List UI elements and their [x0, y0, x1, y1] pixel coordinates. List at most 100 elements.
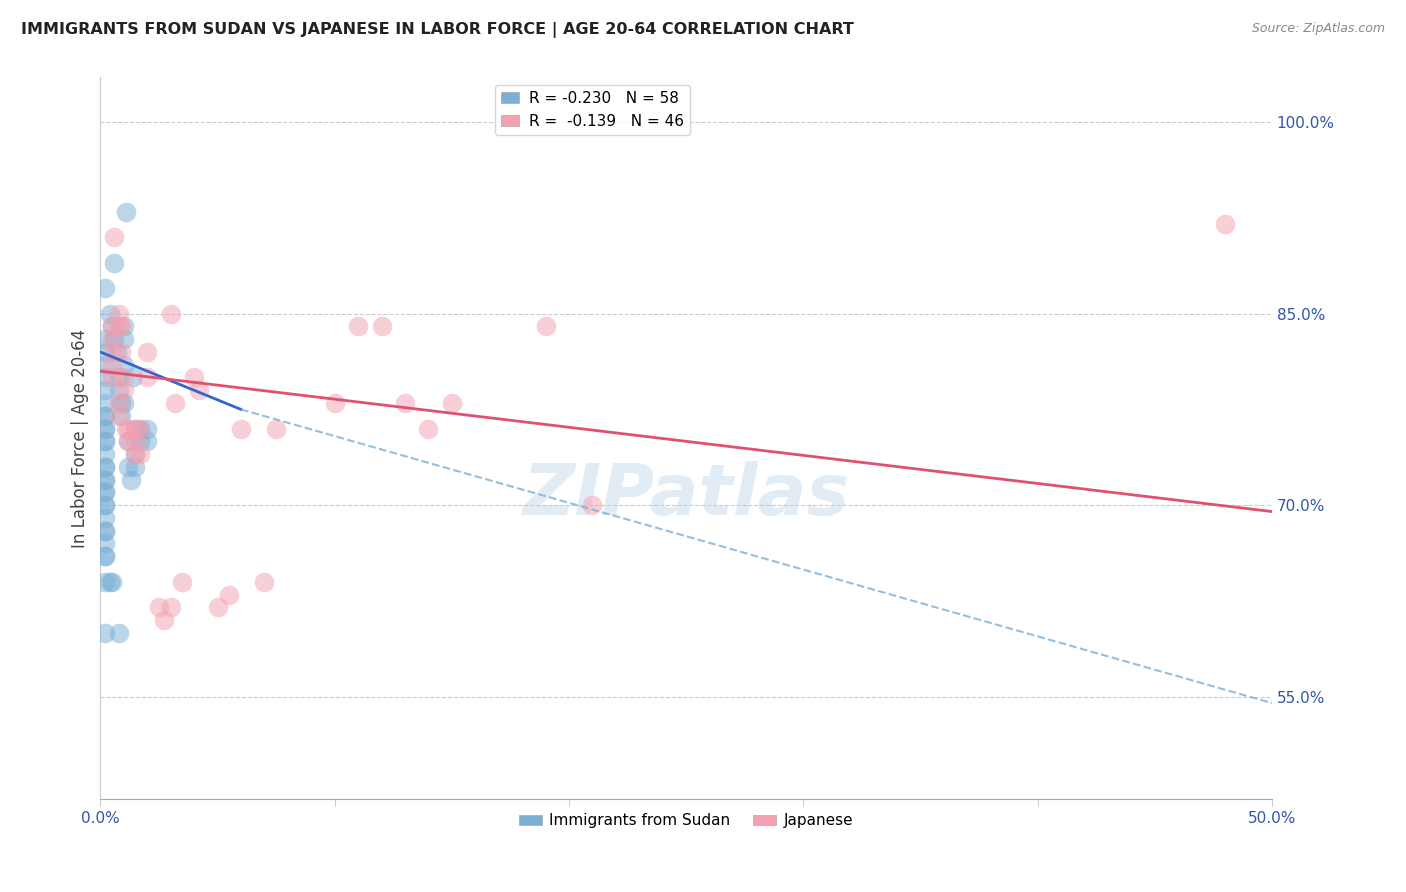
Point: [117, 434, 139, 449]
Point: [94, 421, 117, 435]
Point: [103, 255, 125, 269]
Point: [124, 434, 146, 449]
Point: [264, 421, 287, 435]
Point: [136, 421, 159, 435]
Point: [94, 409, 117, 423]
Point: [1213, 217, 1236, 231]
Point: [253, 574, 276, 589]
Point: [108, 625, 131, 640]
Point: [94, 281, 117, 295]
Point: [124, 447, 146, 461]
Point: [94, 384, 117, 398]
Point: [94, 434, 117, 449]
Point: [136, 370, 159, 384]
Point: [534, 319, 557, 334]
Point: [110, 409, 132, 423]
Point: [94, 434, 117, 449]
Point: [124, 459, 146, 474]
Point: [98, 574, 121, 589]
Text: ZIPatlas: ZIPatlas: [523, 461, 849, 531]
Point: [94, 498, 117, 512]
Point: [110, 345, 132, 359]
Point: [103, 230, 125, 244]
Point: [94, 370, 117, 384]
Point: [124, 447, 146, 461]
Point: [108, 370, 131, 384]
Point: [94, 332, 117, 346]
Point: [101, 345, 124, 359]
Point: [117, 434, 139, 449]
Point: [172, 574, 194, 589]
Point: [108, 396, 131, 410]
Point: [129, 421, 152, 435]
Point: [94, 511, 117, 525]
Point: [101, 319, 124, 334]
Point: [94, 459, 117, 474]
Point: [94, 358, 117, 372]
Point: [165, 396, 187, 410]
Point: [94, 345, 117, 359]
Point: [124, 421, 146, 435]
Point: [581, 498, 603, 512]
Point: [94, 473, 117, 487]
Point: [370, 319, 392, 334]
Point: [94, 524, 117, 538]
Text: Source: ZipAtlas.com: Source: ZipAtlas.com: [1251, 22, 1385, 36]
Point: [94, 536, 117, 550]
Point: [101, 358, 124, 372]
Point: [94, 409, 117, 423]
Point: [115, 204, 138, 219]
Point: [152, 613, 174, 627]
Point: [101, 370, 124, 384]
Point: [108, 319, 131, 334]
Point: [117, 459, 139, 474]
Point: [129, 434, 152, 449]
Point: [159, 307, 181, 321]
Point: [94, 421, 117, 435]
Point: [418, 421, 440, 435]
Point: [183, 370, 205, 384]
Point: [129, 447, 152, 461]
Point: [94, 549, 117, 564]
Point: [94, 396, 117, 410]
Point: [112, 370, 135, 384]
Point: [101, 574, 124, 589]
Point: [101, 319, 124, 334]
Point: [94, 485, 117, 500]
Point: [94, 524, 117, 538]
Point: [440, 396, 463, 410]
Point: [112, 396, 135, 410]
Point: [108, 307, 131, 321]
Point: [94, 485, 117, 500]
Point: [103, 332, 125, 346]
Y-axis label: In Labor Force | Age 20-64: In Labor Force | Age 20-64: [72, 328, 89, 548]
Point: [136, 434, 159, 449]
Text: IMMIGRANTS FROM SUDAN VS JAPANESE IN LABOR FORCE | AGE 20-64 CORRELATION CHART: IMMIGRANTS FROM SUDAN VS JAPANESE IN LAB…: [21, 22, 853, 38]
Point: [110, 319, 132, 334]
Point: [112, 384, 135, 398]
Point: [112, 319, 135, 334]
Point: [98, 307, 121, 321]
Point: [347, 319, 370, 334]
Point: [122, 370, 145, 384]
Point: [148, 600, 170, 615]
Point: [136, 345, 159, 359]
Point: [94, 549, 117, 564]
Point: [101, 332, 124, 346]
Point: [120, 473, 142, 487]
Point: [112, 332, 135, 346]
Point: [108, 409, 131, 423]
Point: [105, 345, 128, 359]
Point: [94, 473, 117, 487]
Point: [124, 421, 146, 435]
Point: [229, 421, 252, 435]
Legend: Immigrants from Sudan, Japanese: Immigrants from Sudan, Japanese: [513, 807, 859, 835]
Point: [159, 600, 181, 615]
Point: [323, 396, 346, 410]
Point: [94, 498, 117, 512]
Point: [187, 384, 209, 398]
Point: [207, 600, 229, 615]
Point: [394, 396, 416, 410]
Point: [94, 447, 117, 461]
Point: [129, 421, 152, 435]
